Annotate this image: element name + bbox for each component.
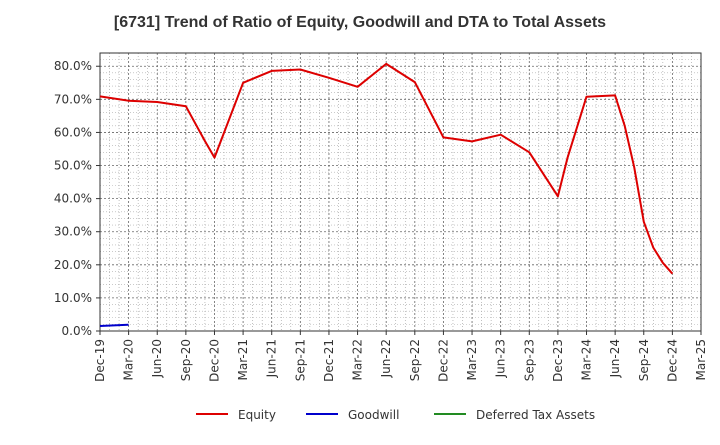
legend-label: Equity <box>238 408 276 422</box>
y-tick-label: 10.0% <box>54 291 92 305</box>
y-tick-label: 80.0% <box>54 59 92 73</box>
x-tick-label: Dec-23 <box>551 339 565 382</box>
y-tick-label: 20.0% <box>54 258 92 272</box>
x-tick-label: Dec-24 <box>665 339 679 382</box>
x-tick-label: Sep-21 <box>293 339 307 381</box>
x-tick-label: Dec-22 <box>436 339 450 382</box>
x-tick-label: Jun-20 <box>150 339 164 378</box>
x-tick-label: Mar-21 <box>236 339 250 380</box>
y-tick-label: 40.0% <box>54 192 92 206</box>
y-tick-label: 30.0% <box>54 225 92 239</box>
x-tick-label: Jun-21 <box>265 339 279 378</box>
x-tick-label: Jun-23 <box>494 339 508 378</box>
x-tick-label: Mar-23 <box>465 339 479 380</box>
x-tick-label: Mar-20 <box>122 339 136 380</box>
x-tick-label: Jun-24 <box>608 339 622 378</box>
y-tick-label: 60.0% <box>54 125 92 139</box>
x-tick-label: Mar-24 <box>580 339 594 380</box>
series-line-equity <box>99 62 674 275</box>
plot-frame <box>99 52 702 332</box>
x-tick-label: Dec-21 <box>322 339 336 382</box>
series-line-goodwill <box>99 323 129 327</box>
x-tick-label: Sep-23 <box>522 339 536 381</box>
legend-label: Goodwill <box>348 408 399 422</box>
x-tick-label: Dec-19 <box>93 339 107 382</box>
x-tick-label: Sep-22 <box>408 339 422 381</box>
x-tick-label: Sep-24 <box>637 339 651 381</box>
legend-label: Deferred Tax Assets <box>476 408 595 422</box>
y-tick-label: 50.0% <box>54 159 92 173</box>
y-tick-label: 70.0% <box>54 92 92 106</box>
x-tick-label: Mar-25 <box>694 339 708 380</box>
y-tick-label: 0.0% <box>62 324 93 338</box>
x-tick-label: Mar-22 <box>351 339 365 380</box>
x-tick-label: Jun-22 <box>379 339 393 378</box>
x-tick-label: Dec-20 <box>207 339 221 382</box>
x-tick-label: Sep-20 <box>179 339 193 381</box>
chart-title: [6731] Trend of Ratio of Equity, Goodwil… <box>113 14 607 31</box>
